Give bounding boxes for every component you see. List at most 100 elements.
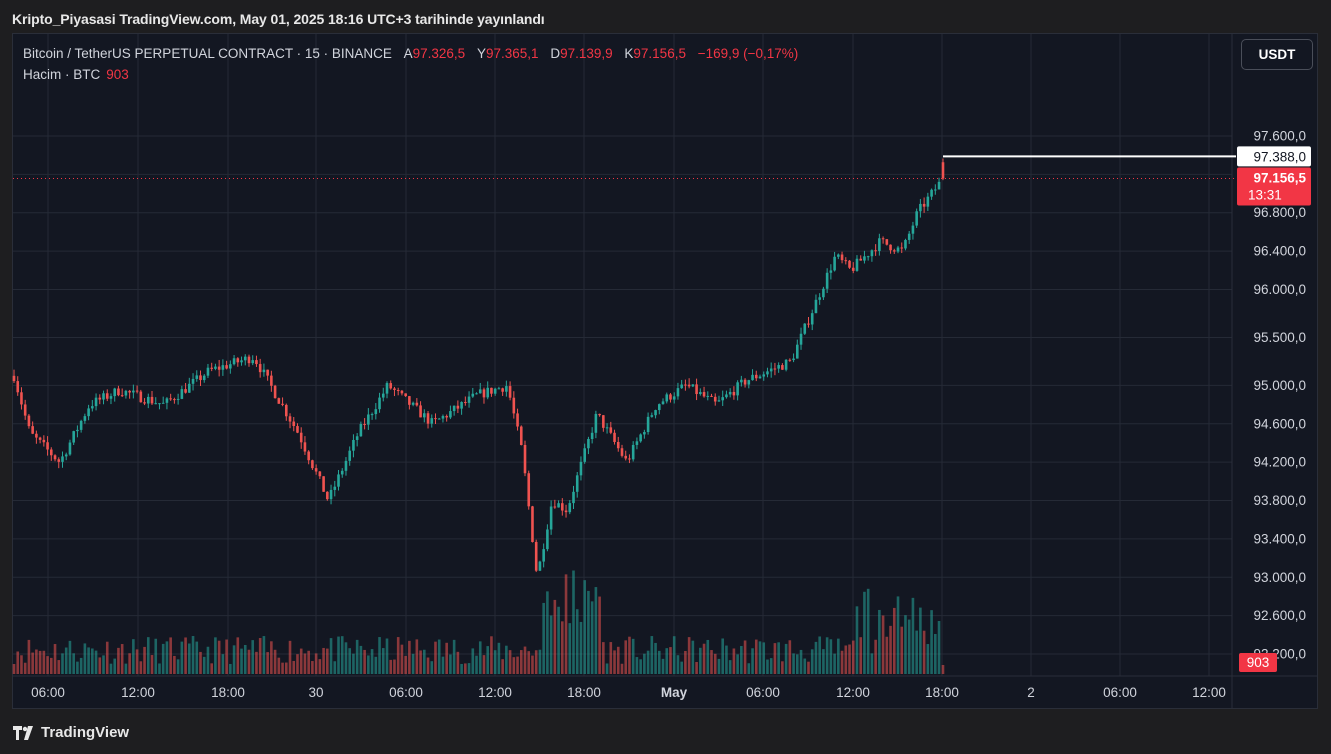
volume-bar [445,642,448,674]
candle-body [467,396,471,403]
candle-body [270,375,273,386]
candle-body [553,506,557,508]
volume-bar [449,654,452,674]
volume-bar [262,636,266,674]
volume-bar [572,570,575,674]
candle-body [452,405,456,412]
volume-bar [165,641,169,674]
candle-body [930,189,933,197]
volume-bar [732,648,736,674]
volume-bar [176,659,180,674]
volume-bar [243,644,247,674]
volume-bar [251,640,255,674]
time-tick-label: 06:00 [31,685,65,700]
volume-bar [527,651,531,674]
candle-body [288,416,292,422]
candle-body [120,395,124,397]
volume-bar [318,659,322,674]
candle-body [549,506,553,530]
time-tick-label: May [661,685,688,700]
volume-bar [754,639,758,674]
candle-body [307,451,310,461]
volume-bar [631,638,635,674]
volume-bar [124,663,128,674]
candle-body [546,529,549,550]
volume-bar [355,639,359,674]
volume-bar [359,645,363,674]
volume-bar [534,650,538,674]
volume-bar [184,637,187,674]
volume-bar [796,654,799,674]
candle-body [527,473,531,507]
volume-bar [258,638,262,674]
candle-body [449,411,452,418]
volume-bar [299,648,303,674]
volume-bar [128,653,131,674]
volume-bar [16,651,20,674]
volume-badge [1239,653,1277,672]
volume-bar [370,649,374,674]
price-tick-label: 94.600,0 [1253,416,1306,431]
volume-bar [568,623,572,674]
publish-title: Kripto_Piyasasi TradingView.com, May 01,… [12,11,545,27]
volume-bar [307,650,310,674]
candle-body [199,375,202,381]
volume-bar [340,636,344,674]
candle-body [195,375,199,379]
volume-bar [684,650,687,674]
time-tick-label: 18:00 [925,685,959,700]
volume-bar [232,645,236,674]
volume-bar [437,639,441,674]
candle-body [348,450,351,461]
candle-body [531,506,534,542]
volume-bar [878,609,881,674]
candle-body [478,389,482,394]
candle-body [191,378,195,384]
volume-bar [57,660,61,674]
volume-bar [270,641,273,674]
symbol-name[interactable]: Bitcoin / TetherUS PERPETUAL CONTRACT · … [23,46,392,61]
time-tick-label: 12:00 [121,685,155,700]
price-tick-label: 94.200,0 [1253,455,1306,470]
candle-body [740,379,743,383]
candle-body [579,461,583,476]
volume-bar [807,661,810,674]
tradingview-footer[interactable]: TradingView [13,724,129,741]
volume-bar [68,640,72,674]
volume-bar [348,648,351,674]
volume-bar [840,650,844,674]
candle-body [643,432,646,435]
candle-body [661,401,665,405]
candle-body [83,416,87,421]
candle-body [423,413,426,418]
last-price-badge [1237,167,1311,206]
volume-bar [874,639,877,674]
candle-body [654,410,657,416]
candle-body [31,426,34,434]
candle-body [393,388,396,391]
volume-label[interactable]: Hacim · BTC [23,67,101,82]
volume-bar [728,660,732,674]
volume-bar [53,644,57,674]
volume-value: 903 [106,67,129,82]
candle-body [508,386,512,398]
volume-bar [889,625,892,674]
candle-body [840,254,844,261]
volume-bar [452,639,456,674]
currency-button[interactable]: USDT [1241,39,1313,70]
chart-frame[interactable] [12,33,1318,709]
candle-body [766,371,769,375]
candle-body [639,434,642,442]
candle-body [367,414,370,425]
candle-body [27,415,31,427]
time-tick-label: 06:00 [746,685,780,700]
volume-bar [892,607,896,674]
volume-bar [561,621,564,674]
volume-bar [35,649,38,674]
candle-body [534,541,538,571]
candle-body [385,383,389,394]
volume-bar [676,655,680,674]
volume-bar [478,641,482,674]
candle-body [430,418,434,424]
